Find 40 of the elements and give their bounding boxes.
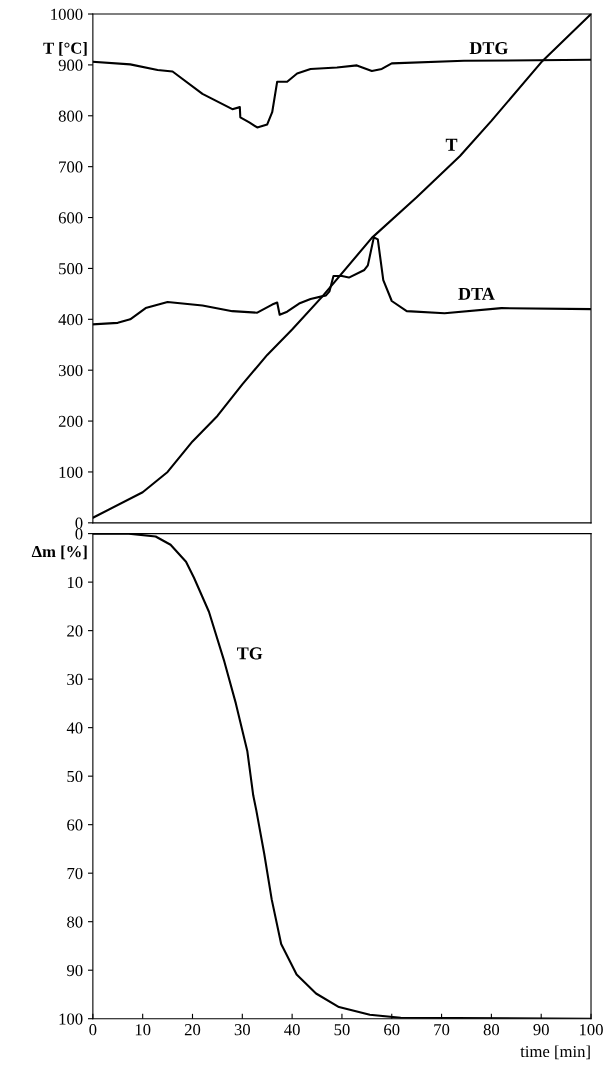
y-tick-label: 70 [67, 867, 83, 880]
y-tick-label: 900 [58, 59, 83, 71]
x-tick-label: 50 [334, 1024, 350, 1036]
y-tick-label: 20 [67, 625, 83, 637]
x-tick-label: 10 [135, 1024, 151, 1036]
x-tick-label: 90 [533, 1024, 549, 1036]
y-tick-label: 100 [59, 1013, 83, 1025]
y-tick-label: 200 [58, 415, 83, 428]
x-tick-label: 80 [483, 1024, 500, 1036]
y-tick-label: 800 [58, 110, 83, 122]
x-tick-label: 60 [384, 1024, 400, 1036]
y-tick-label: 60 [67, 819, 83, 831]
y-axis-title: T [°C] [43, 42, 87, 56]
y-axis-title: Δm [%] [31, 545, 87, 560]
y-tick-label: 300 [58, 364, 83, 377]
y-tick-label: 700 [59, 161, 83, 173]
y-tick-label: 0 [75, 517, 83, 529]
series-label: T [445, 138, 458, 151]
x-tick-label: 20 [184, 1024, 201, 1036]
series-label: TG [237, 647, 263, 660]
x-tick-label: 70 [434, 1024, 450, 1036]
y-tick-label: 10 [67, 576, 83, 589]
x-axis-title: time [min] [520, 1045, 590, 1060]
x-tick-label: 100 [579, 1024, 603, 1036]
x-tick-label: 30 [234, 1024, 251, 1036]
y-tick-label: 90 [67, 964, 83, 977]
series-label: DTA [458, 287, 495, 300]
y-tick-label: 500 [59, 263, 83, 275]
y-tick-label: 50 [67, 770, 83, 783]
y-tick-label: 30 [67, 673, 83, 686]
y-tick-label: 80 [67, 916, 83, 928]
x-tick-label: 40 [284, 1024, 300, 1036]
y-tick-label: 400 [58, 314, 83, 326]
y-tick-label: 0 [75, 528, 83, 540]
y-tick-label: 1000 [51, 8, 83, 20]
y-tick-label: 40 [66, 722, 83, 734]
x-tick-label: 0 [89, 1024, 97, 1036]
series-label: DTG [469, 42, 508, 55]
y-tick-label: 100 [59, 466, 83, 478]
y-tick-label: 600 [58, 212, 83, 224]
